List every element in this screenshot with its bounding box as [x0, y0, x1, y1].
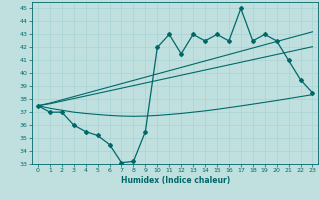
X-axis label: Humidex (Indice chaleur): Humidex (Indice chaleur): [121, 176, 230, 185]
